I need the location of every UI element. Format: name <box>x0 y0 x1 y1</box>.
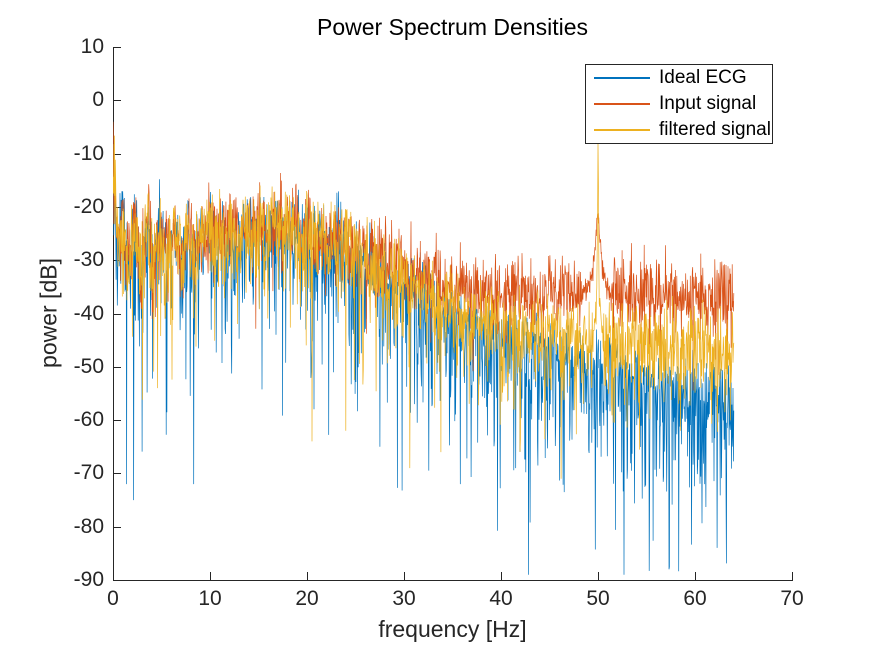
x-tick-label: 60 <box>683 587 707 610</box>
trace-filtered-signal <box>113 135 735 479</box>
legend: Ideal ECG Input signal filtered signal <box>585 64 773 144</box>
traces <box>113 121 735 575</box>
legend-line-sample <box>594 129 650 131</box>
x-tick-label: 20 <box>295 587 319 610</box>
legend-item-label: Input signal <box>659 93 757 114</box>
x-tick-label: 40 <box>489 587 513 610</box>
y-tick-label: -80 <box>73 514 104 538</box>
y-tick-label: -50 <box>73 354 104 378</box>
trace-ideal-ecg <box>113 173 735 575</box>
x-tick-label: 50 <box>586 587 610 610</box>
legend-item: Ideal ECG <box>586 65 772 91</box>
x-tick-label: 10 <box>198 587 222 610</box>
y-tick-label: -90 <box>73 568 104 591</box>
x-axis-label: frequency [Hz] <box>378 616 527 642</box>
legend-item: filtered signal <box>586 117 772 143</box>
y-tick-label: -40 <box>73 301 104 325</box>
y-tick-label: -30 <box>73 248 104 272</box>
legend-line-sample <box>594 77 650 79</box>
y-tick-label: -10 <box>73 141 104 165</box>
y-tick-label: -20 <box>73 194 104 218</box>
legend-line-sample <box>594 103 650 105</box>
x-tick-label: 70 <box>780 587 804 610</box>
y-tick-label: 10 <box>80 35 104 58</box>
x-tick-label: 0 <box>107 587 119 610</box>
y-tick-label: -60 <box>73 408 104 432</box>
y-tick-label: -70 <box>73 461 104 485</box>
legend-item: Input signal <box>586 91 772 117</box>
legend-item-label: filtered signal <box>659 119 771 140</box>
y-tick-label: 0 <box>92 88 104 112</box>
x-tick-label: 30 <box>392 587 416 610</box>
chart-title: Power Spectrum Densities <box>317 14 588 40</box>
legend-item-label: Ideal ECG <box>659 67 747 88</box>
